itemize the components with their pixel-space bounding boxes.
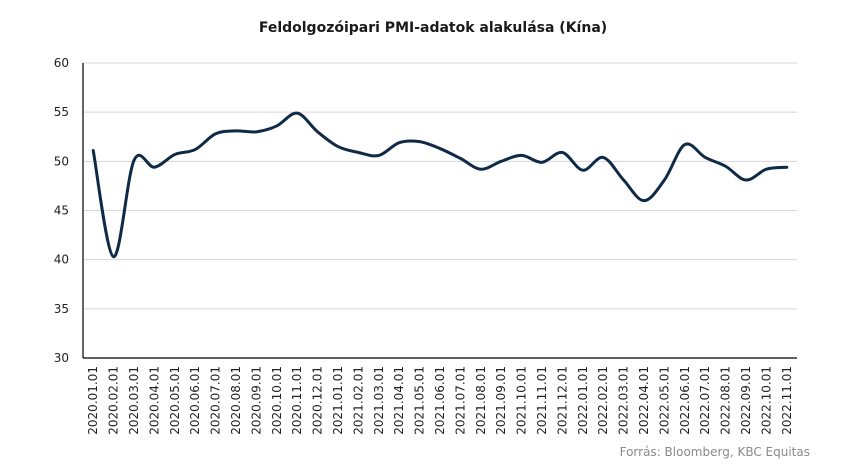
gridlines — [83, 62, 797, 310]
series-layer — [91, 111, 789, 259]
x-tick-label: 2021.03.01 — [372, 366, 386, 435]
x-tick-label: 2022.07.01 — [698, 366, 712, 435]
x-tick-label: 2021.02.01 — [351, 366, 365, 435]
x-tick-label: 2020.02.01 — [107, 366, 121, 435]
y-tick-label: 35 — [54, 302, 69, 316]
x-tick-label: 2020.12.01 — [311, 366, 325, 435]
x-tick-label: 2020.09.01 — [249, 366, 263, 435]
x-tick-label: 2020.06.01 — [188, 366, 202, 435]
y-tick-label: 50 — [54, 154, 69, 168]
chart-title: Feldolgozóipari PMI-adatok alakulása (Kí… — [259, 20, 607, 36]
x-tick-label: 2022.05.01 — [657, 366, 671, 435]
x-tick-label: 2021.09.01 — [494, 366, 508, 435]
x-tick-label: 2021.05.01 — [413, 366, 427, 435]
x-tick-label: 2021.11.01 — [535, 366, 549, 435]
x-tick-label: 2022.02.01 — [596, 366, 610, 435]
x-tick-label: 2022.11.01 — [780, 366, 794, 435]
x-tick-label: 2021.12.01 — [555, 366, 569, 435]
x-tick-label: 2022.10.01 — [759, 366, 773, 435]
y-tick-label: 55 — [54, 105, 69, 119]
x-tick-label: 2021.10.01 — [515, 366, 529, 435]
x-tick-label: 2020.07.01 — [209, 366, 223, 435]
x-tick-label: 2020.11.01 — [290, 366, 304, 435]
x-tick-label: 2021.01.01 — [331, 366, 345, 435]
y-tick-label: 40 — [54, 253, 69, 267]
x-tick-label: 2022.06.01 — [678, 366, 692, 435]
x-tick-label: 2020.10.01 — [270, 366, 284, 435]
x-tick-label: 2020.03.01 — [127, 366, 141, 435]
x-tick-label: 2022.09.01 — [739, 366, 753, 435]
x-tick-label: 2021.08.01 — [474, 366, 488, 435]
x-tick-label: 2022.04.01 — [637, 366, 651, 435]
x-tick-label: 2020.08.01 — [229, 366, 243, 435]
y-tick-label: 60 — [54, 56, 69, 70]
x-tick-label: 2021.06.01 — [433, 366, 447, 435]
y-tick-label: 45 — [54, 204, 69, 218]
x-tick-label: 2021.04.01 — [392, 366, 406, 435]
x-tick-label: 2022.03.01 — [617, 366, 631, 435]
y-axis-ticks: 30 35 40 45 50 55 60 — [54, 56, 69, 365]
x-tick-label: 2022.01.01 — [576, 366, 590, 435]
x-axis-ticks: 2020.01.01 2020.02.01 2020.03.01 2020.04.01… — [86, 366, 794, 435]
x-tick-label: 2020.04.01 — [147, 366, 161, 435]
y-tick-label: 30 — [54, 351, 69, 365]
x-tick-label: 2022.08.01 — [719, 366, 733, 435]
x-tick-label: 2020.05.01 — [168, 366, 182, 435]
series-line — [91, 111, 789, 259]
x-tick-label: 2021.07.01 — [453, 366, 467, 435]
source-note: Forrás: Bloomberg, KBC Equitas — [620, 445, 810, 459]
x-tick-label: 2020.01.01 — [86, 366, 100, 435]
